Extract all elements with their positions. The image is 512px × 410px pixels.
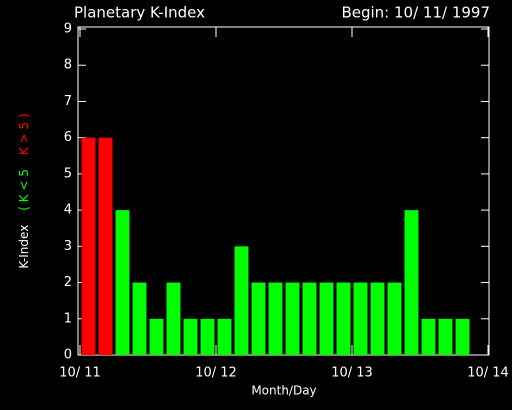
bar [268,282,283,355]
y-tick-label: 5 [64,166,72,181]
bar [98,137,113,355]
y-axis-label: K-Index ( K < 5 K > 5 ) [17,113,31,268]
bar [319,282,334,355]
bar [455,318,470,355]
bar [438,318,453,355]
y-axis-label-part: ( K < 5 [17,169,31,211]
bar [336,282,351,355]
x-tick-label: 10/ 13 [331,366,373,381]
bar [200,318,215,355]
bar [404,210,419,355]
bar [302,282,317,355]
y-tick-label: 4 [64,203,72,218]
y-tick-label: 7 [64,94,72,109]
plot-frame [77,26,490,356]
bar [421,318,436,355]
bar [183,318,198,355]
chart-subtitle: Begin: 10/ 11/ 1997 [341,4,490,22]
bar [387,282,402,355]
y-tick-label: 2 [64,275,72,290]
y-tick-label: 8 [64,58,72,73]
y-tick-label: 6 [64,130,72,145]
bar [115,210,130,355]
y-tick-label: 9 [64,22,72,37]
x-axis-label: Month/Day [251,384,316,398]
bar [81,137,96,355]
y-tick-label: 1 [64,311,72,326]
bar [234,246,249,355]
bar [370,282,385,355]
y-tick-label: 3 [64,239,72,254]
y-axis-label-part: K > 5 ) [17,113,31,155]
chart-title: Planetary K-Index [74,4,205,22]
bar [217,318,232,355]
bar [285,282,300,355]
bar [166,282,181,355]
x-tick-label: 10/ 14 [467,366,509,381]
bar [149,318,164,355]
x-tick-label: 10/ 11 [59,366,101,381]
y-tick-label: 0 [64,348,72,363]
bar [132,282,147,355]
bar [251,282,266,355]
bar [353,282,368,355]
x-tick-label: 10/ 12 [195,366,237,381]
y-axis-label-part: K-Index [17,225,31,269]
